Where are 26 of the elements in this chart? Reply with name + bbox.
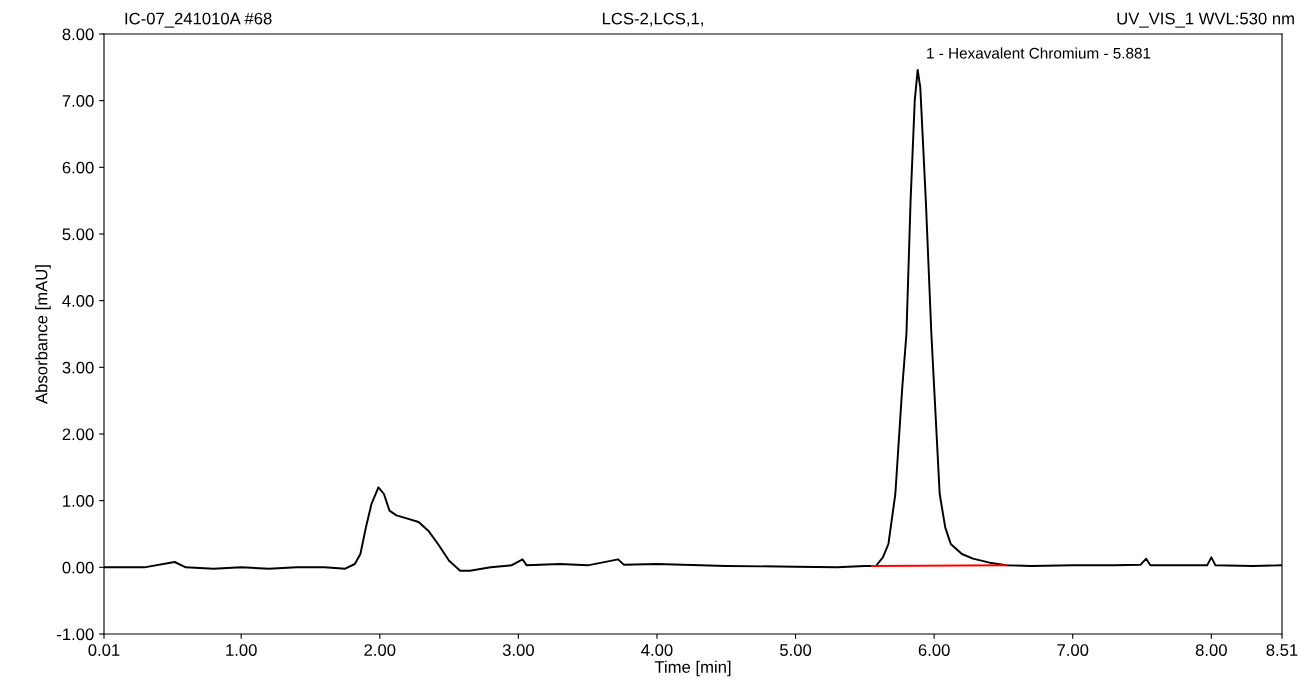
x-tick-label: 5.00: [780, 644, 812, 656]
x-tick-label: 6.00: [918, 644, 950, 656]
x-tick-label: 0.01: [88, 644, 120, 656]
y-tick-label: 2.00: [62, 428, 94, 441]
text: UV_VIS_1 WVL:530 nm: [1117, 12, 1294, 28]
x-tick-label: 1.00: [226, 644, 257, 656]
chart-title: LCS-2,LCS,1,: [602, 12, 703, 27]
x-axis-title: Time [min]: [654, 660, 731, 677]
x-tick-label: 7.00: [1057, 644, 1089, 656]
x-tick-label: 8.00: [1195, 644, 1227, 656]
x-tick-label: 2.00: [364, 644, 396, 656]
y-tick-label: 8.00: [62, 28, 94, 41]
text: IC-07_241010A #68: [125, 12, 272, 28]
y-tick-label: 0.00: [62, 561, 94, 574]
y-tick-label: 7.00: [62, 95, 94, 107]
y-tick-label: 1.00: [63, 495, 94, 507]
x-tick-label: 4.00: [641, 644, 673, 656]
x-tick-label: 8.51: [1266, 644, 1298, 656]
y-axis-title: Absorbance [mAU]: [35, 265, 51, 404]
annotation: 1 - Hexavalent Chromium - 5.881: [927, 47, 1151, 59]
y-tick-label: 4.00: [62, 295, 94, 307]
y-tick-label: 3.00: [62, 361, 94, 374]
x-tick-label: 3.00: [502, 644, 534, 656]
y-tick-label: -1.00: [57, 628, 94, 641]
y-tick-label: 5.00: [62, 228, 94, 241]
y-tick-label: 6.00: [62, 161, 94, 174]
